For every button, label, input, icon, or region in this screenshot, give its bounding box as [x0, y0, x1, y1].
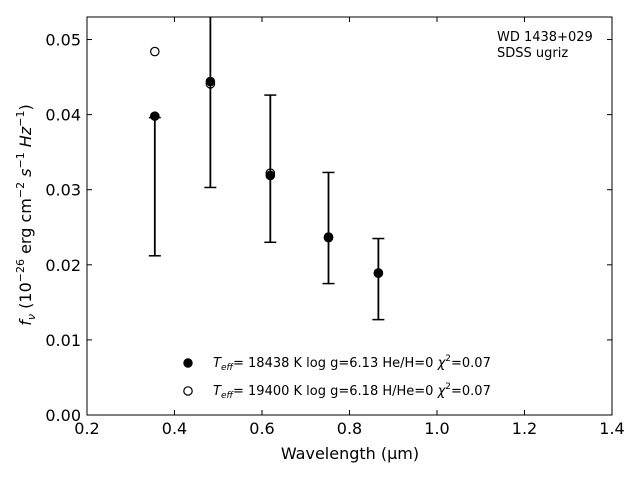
- x-tick-label: 1.0: [424, 419, 449, 438]
- data-point-open: [265, 168, 276, 178]
- data-point-open: [323, 232, 334, 242]
- axis-ticks: 0.2 0.4 0.6 0.8 1.0 1.2 1.4 0.00 0.01 0.02 0.03 0.0…: [45, 17, 625, 438]
- y-tick-label: 0.04: [45, 106, 81, 125]
- legend: Teff= 18438 K log g=6.13 He/H=0 χ2=0.07 …: [183, 354, 491, 401]
- legend-marker-open: [183, 386, 193, 396]
- data-point-open: [150, 46, 160, 57]
- annotation: WD 1438+029 SDSS ugriz: [497, 30, 593, 61]
- y-tick-label: 0.01: [45, 331, 81, 350]
- data-point-filled: [150, 111, 160, 121]
- y-tick-label: 0.02: [45, 256, 81, 275]
- y-axis-label: fν (10−26 erg cm−2 s−1 Hz−1): [14, 104, 38, 325]
- legend-label-2: Teff= 19400 K log g=6.18 H/He=0 χ2=0.07: [213, 382, 491, 401]
- plot-area: [148, 17, 385, 321]
- x-tick-label: 1.4: [599, 419, 624, 438]
- x-tick-label: 0.8: [337, 419, 362, 438]
- legend-label-1: Teff= 18438 K log g=6.13 He/H=0 χ2=0.07: [213, 354, 491, 373]
- annotation-line-1: WD 1438+029: [497, 30, 593, 45]
- x-tick-label: 0.6: [249, 419, 274, 438]
- y-tick-label: 0.05: [45, 31, 81, 50]
- y-tick-label: 0.03: [45, 181, 81, 200]
- data-point-open: [205, 79, 216, 89]
- y-tick-label: 0.00: [45, 406, 81, 425]
- x-tick-label: 1.2: [512, 419, 537, 438]
- x-tick-label: 0.4: [162, 419, 187, 438]
- legend-marker-filled: [183, 358, 193, 368]
- annotation-line-2: SDSS ugriz: [497, 46, 568, 61]
- x-axis-label: Wavelength (μm): [281, 444, 419, 463]
- x-tick-label: 0.2: [74, 419, 99, 438]
- data-point-open: [373, 268, 384, 278]
